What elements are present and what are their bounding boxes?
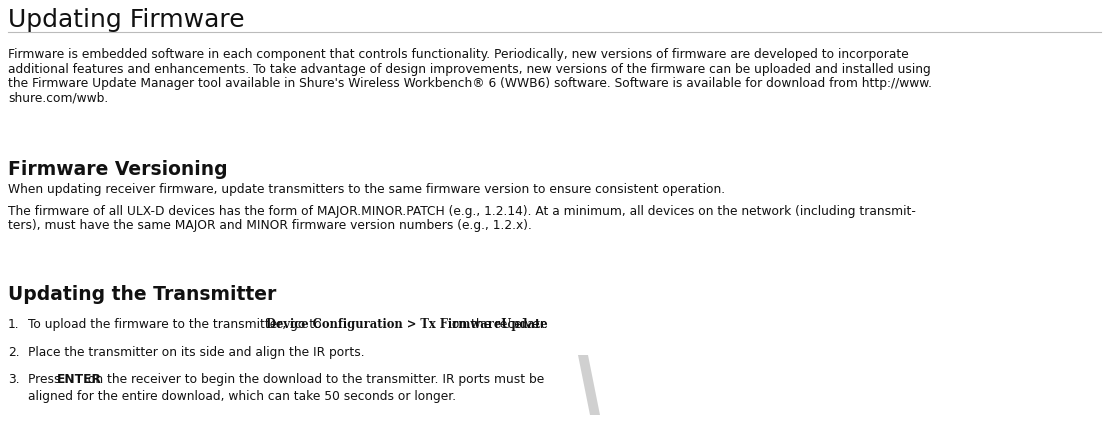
Text: To upload the firmware to the transmitter, go to: To upload the firmware to the transmitte… — [28, 318, 326, 331]
Text: Firmware Versioning: Firmware Versioning — [8, 160, 227, 179]
Text: on the receiver to begin the download to the transmitter. IR ports must be: on the receiver to begin the download to… — [84, 373, 545, 386]
Text: 1.: 1. — [8, 318, 20, 331]
Polygon shape — [578, 355, 600, 415]
Text: 3.: 3. — [8, 373, 20, 386]
Text: 2.: 2. — [8, 346, 20, 359]
Text: Firmware is embedded software in each component that controls functionality. Per: Firmware is embedded software in each co… — [8, 48, 908, 61]
Text: Updating the Transmitter: Updating the Transmitter — [8, 285, 276, 304]
Text: shure.com/wwb.: shure.com/wwb. — [8, 92, 109, 104]
Text: additional features and enhancements. To take advantage of design improvements, : additional features and enhancements. To… — [8, 62, 930, 76]
Text: When updating receiver firmware, update transmitters to the same firmware versio: When updating receiver firmware, update … — [8, 183, 725, 196]
Text: aligned for the entire download, which can take 50 seconds or longer.: aligned for the entire download, which c… — [28, 390, 456, 403]
Text: ters), must have the same MAJOR and MINOR firmware version numbers (e.g., 1.2.x): ters), must have the same MAJOR and MINO… — [8, 220, 532, 232]
Text: Place the transmitter on its side and align the IR ports.: Place the transmitter on its side and al… — [28, 346, 365, 359]
Text: Press: Press — [28, 373, 64, 386]
Text: ENTER: ENTER — [57, 373, 102, 386]
Text: Updating Firmware: Updating Firmware — [8, 8, 245, 32]
Text: the Firmware Update Manager tool available in Shure's Wireless Workbench® 6 (WWB: the Firmware Update Manager tool availab… — [8, 77, 932, 90]
Text: on the receiver.: on the receiver. — [448, 318, 548, 331]
Text: The firmware of all ULX-D devices has the form of MAJOR.MINOR.PATCH (e.g., 1.2.1: The firmware of all ULX-D devices has th… — [8, 205, 916, 218]
Text: Device Configuration > Tx FirmwareUpdate: Device Configuration > Tx FirmwareUpdate — [266, 318, 547, 331]
